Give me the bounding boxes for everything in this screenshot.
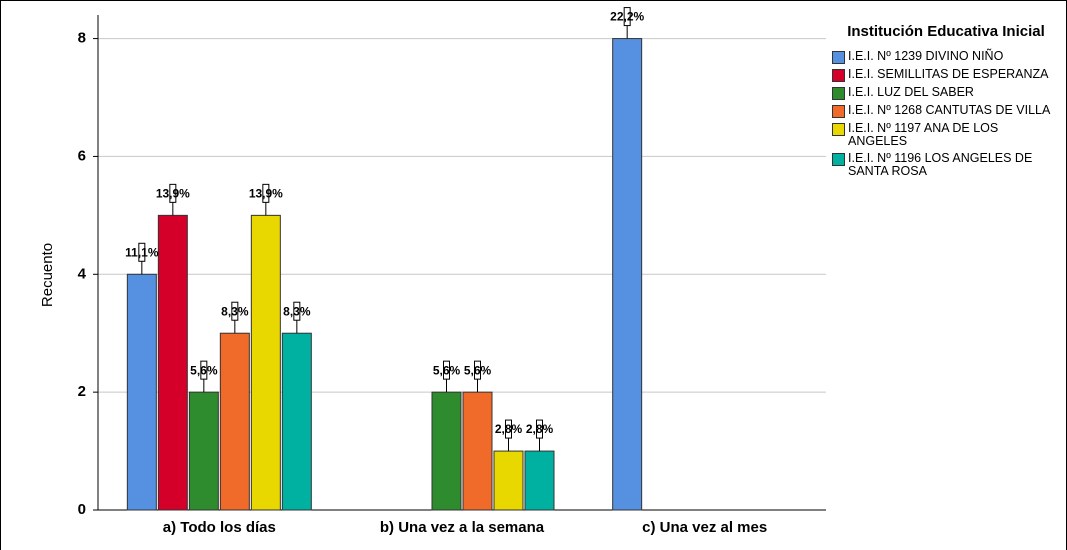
legend-label: I.E.I. Nº 1196 LOS ANGELES DE SANTA ROSA: [848, 151, 1033, 178]
y-tick-label: 6: [78, 147, 86, 164]
legend-label: I.E.I. Nº 1197 ANA DE LOS ANGELES: [848, 121, 999, 148]
value-label: 13,9%: [249, 187, 283, 201]
bar: [157, 214, 188, 511]
legend-title: Institución Educativa Inicial: [847, 23, 1045, 40]
bar: [250, 214, 281, 511]
value-label: 22,2%: [610, 10, 644, 24]
legend-item: I.E.I. LUZ DEL SABER: [832, 86, 1060, 100]
y-tick-label: 2: [78, 383, 86, 400]
x-tick-label: a) Todo los días: [163, 519, 276, 536]
bar: [188, 391, 219, 511]
legend-swatch: [832, 69, 845, 82]
legend-label: I.E.I. LUZ DEL SABER: [848, 85, 974, 99]
bar: [462, 391, 493, 511]
bar: [612, 38, 643, 511]
legend-label: I.E.I. Nº 1268 CANTUTAS DE VILLA: [848, 103, 1051, 117]
legend-item: I.E.I. Nº 1197 ANA DE LOS ANGELES: [832, 122, 1060, 148]
legend-item: I.E.I. Nº 1196 LOS ANGELES DE SANTA ROSA: [832, 152, 1060, 178]
value-label: 8,3%: [221, 304, 249, 318]
legend-label: I.E.I. SEMILLITAS DE ESPERANZA: [848, 67, 1049, 81]
label-box: [474, 360, 481, 380]
x-tick-label: c) Una vez al mes: [642, 519, 767, 536]
legend-swatch: [832, 153, 845, 166]
value-label: 11,1%: [125, 245, 159, 259]
legend-item: I.E.I. SEMILLITAS DE ESPERANZA: [832, 68, 1060, 82]
value-label: 5,6%: [190, 363, 218, 377]
label-box: [293, 301, 301, 321]
bar: [126, 273, 157, 511]
legend-item: I.E.I. Nº 1239 DIVINO NIÑO: [832, 50, 1060, 64]
label-box: [536, 419, 543, 439]
bar: [524, 450, 555, 511]
y-axis-label: Recuento: [39, 243, 56, 307]
value-label: 5,6%: [464, 363, 492, 377]
label-box: [443, 360, 450, 380]
label-box: [231, 301, 239, 321]
x-tick-label: b) Una vez a la semana: [380, 519, 545, 536]
legend-label: I.E.I. Nº 1239 DIVINO NIÑO: [848, 49, 1004, 63]
label-box: [262, 183, 270, 203]
bar: [493, 450, 524, 511]
value-label: 2,8%: [526, 422, 554, 436]
y-tick-label: 4: [78, 265, 87, 282]
legend-swatch: [832, 105, 845, 118]
y-tick-label: 0: [78, 501, 86, 518]
label-box: [505, 419, 512, 439]
value-label: 2,8%: [495, 422, 523, 436]
y-tick-label: 8: [78, 30, 86, 47]
value-label: 5,6%: [433, 363, 461, 377]
legend-swatch: [832, 123, 845, 136]
bar: [281, 332, 312, 511]
bar: [219, 332, 250, 511]
legend-swatch: [832, 51, 845, 64]
value-label: 8,3%: [283, 304, 311, 318]
legend-swatch: [832, 87, 845, 100]
bar: [431, 391, 462, 511]
value-label: 13,9%: [156, 187, 190, 201]
legend: Institución Educativa Inicial I.E.I. Nº …: [832, 24, 1060, 182]
label-box: [200, 360, 208, 380]
label-box: [138, 242, 146, 262]
label-box: [623, 7, 631, 27]
legend-item: I.E.I. Nº 1268 CANTUTAS DE VILLA: [832, 104, 1060, 118]
label-box: [169, 183, 177, 203]
